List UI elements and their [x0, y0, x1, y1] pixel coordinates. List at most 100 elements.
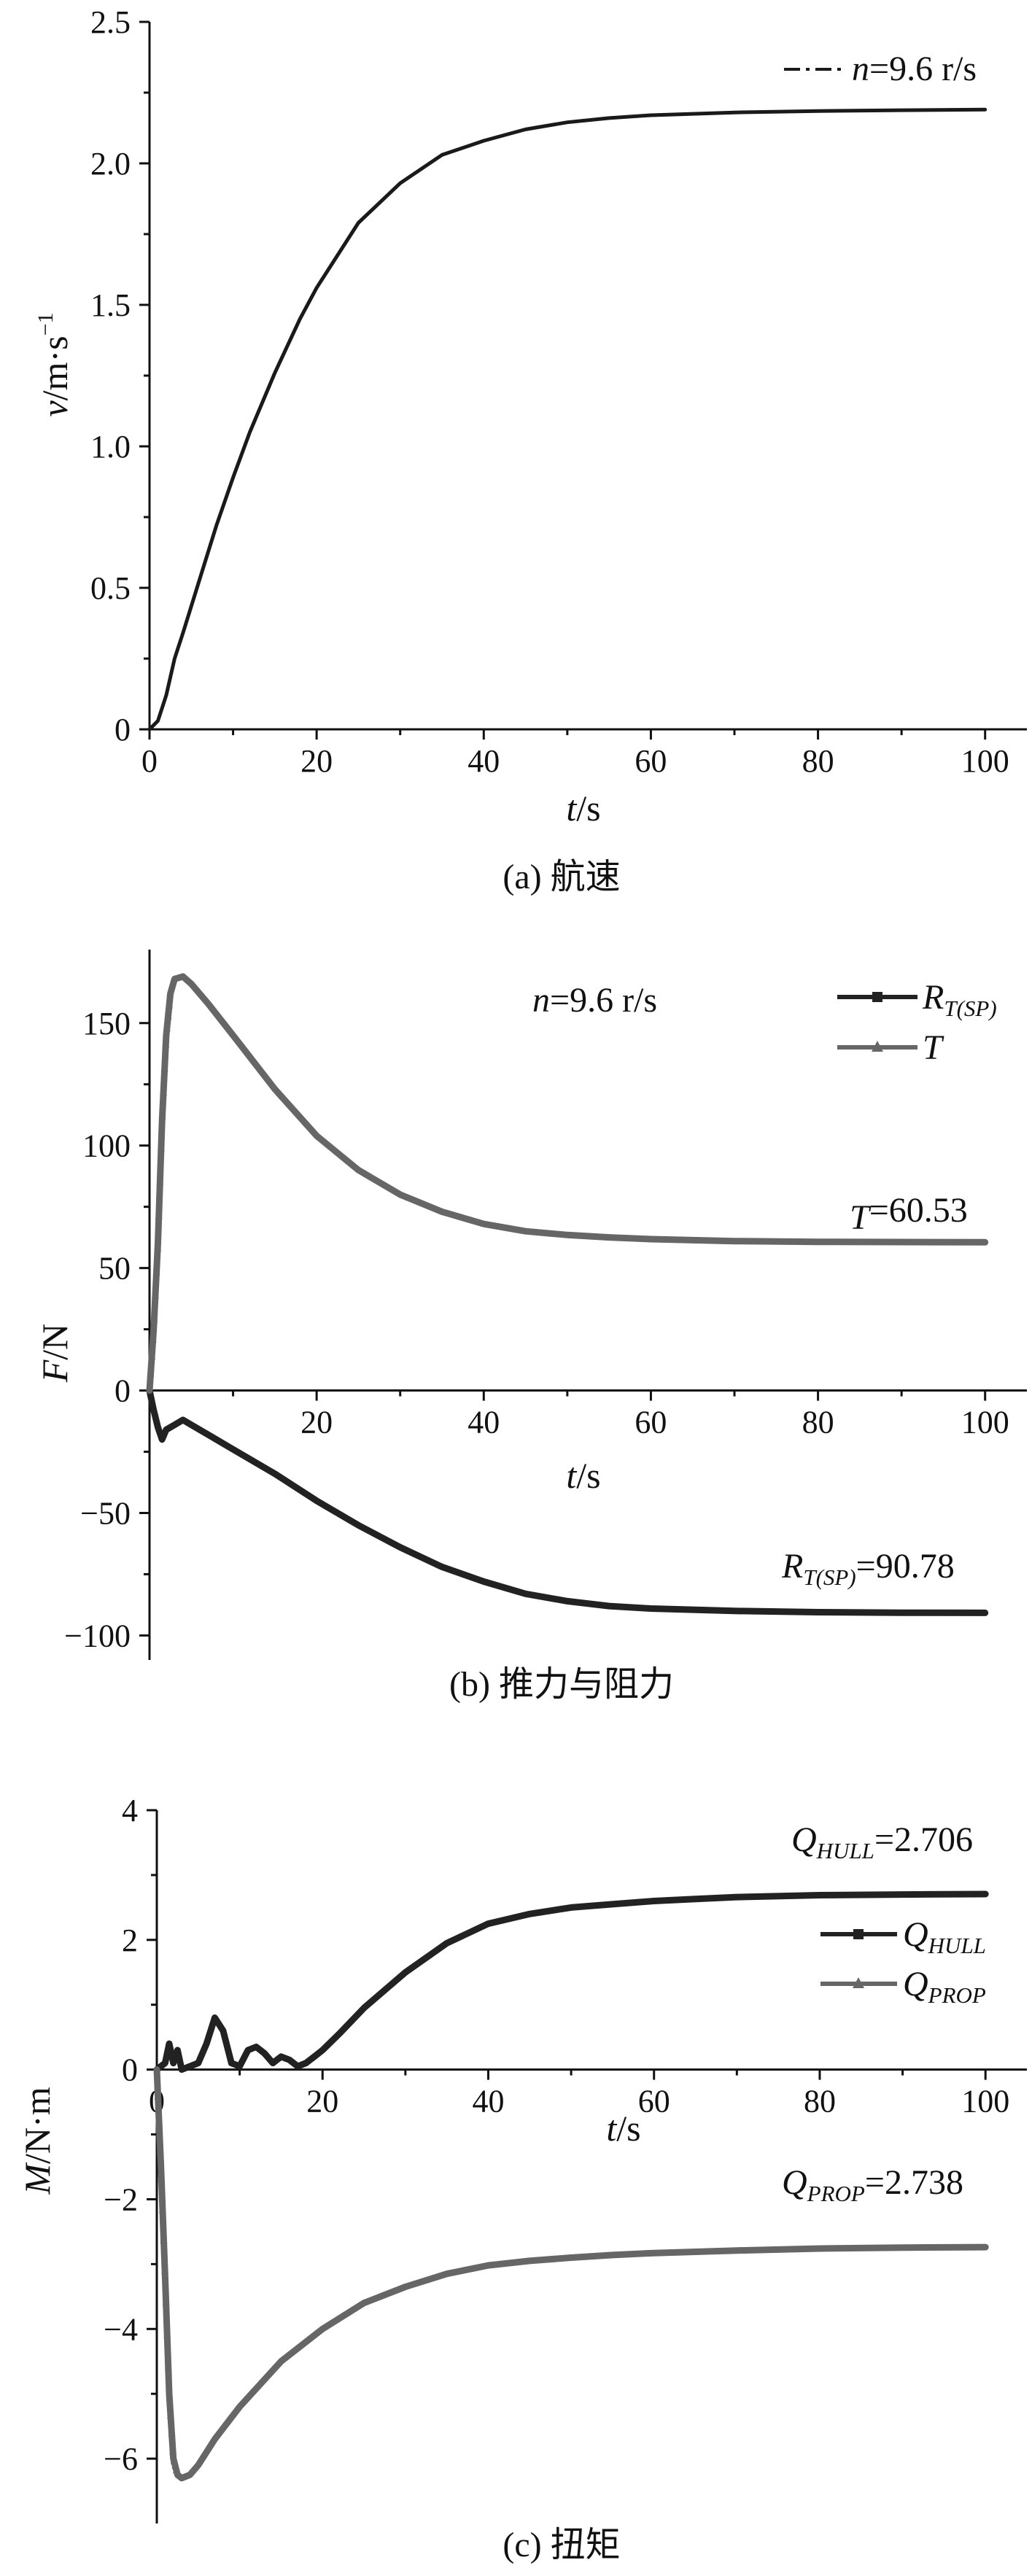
value-label-thrust: T=60.53 — [850, 1191, 968, 1237]
series-line-q-hull — [153, 1890, 989, 2073]
series-marker-triangle — [163, 1024, 171, 1032]
series-marker-triangle — [162, 1040, 170, 1048]
y-tick-label: 2.0 — [90, 146, 131, 182]
x-tick-label: 80 — [802, 743, 834, 779]
series-marker-triangle — [160, 2235, 168, 2243]
x-axis-label: t/s — [566, 788, 600, 829]
series-marker-triangle — [158, 1112, 166, 1120]
legend-marker-square — [872, 992, 882, 1002]
value-label-hull: QHULL=2.706 — [791, 1820, 973, 1863]
series-group — [147, 107, 988, 732]
legend-label-prop: QPROP — [903, 1965, 986, 2008]
series-marker-triangle — [158, 2205, 166, 2213]
legend: QHULL QPROP — [820, 1915, 986, 2008]
value-label-prop: QPROP=2.738 — [782, 2163, 963, 2206]
y-tick-label: 4 — [122, 1793, 138, 1828]
series-marker-triangle — [157, 1144, 165, 1152]
y-axis-label: M/N·m — [17, 2087, 58, 2195]
legend-entry-hull: QHULL — [820, 1915, 986, 1958]
y-tick-label: 2 — [122, 1923, 138, 1958]
x-tick-label: 80 — [804, 2084, 836, 2119]
series-line-r-t-sp — [146, 1387, 989, 1616]
series-marker-triangle — [160, 1087, 168, 1095]
y-tick-label: −100 — [64, 1618, 131, 1653]
caption-a: (a) 航速 — [503, 858, 620, 896]
y-tick-label: −4 — [104, 2311, 138, 2347]
legend-label-t: T — [923, 1028, 944, 1067]
series-marker-triangle — [170, 2456, 178, 2464]
y-axis-label: F/N — [34, 1324, 75, 1384]
y-tick-label: 0 — [115, 1373, 131, 1409]
legend: n=9.6 r/s — [784, 50, 977, 88]
series-marker-triangle — [152, 1268, 160, 1276]
series-line-n-9-6-r-s — [147, 107, 988, 732]
series-marker-triangle — [155, 2119, 163, 2127]
series-marker-triangle — [172, 2466, 180, 2474]
series-marker-triangle — [166, 2393, 174, 2401]
x-tick-label: 80 — [802, 1405, 834, 1440]
series-marker-triangle — [155, 1211, 163, 1219]
x-tick-label: 20 — [300, 1405, 333, 1440]
x-tick-label: 100 — [961, 743, 1009, 779]
x-tick-label: 40 — [467, 743, 500, 779]
x-tick-label: 100 — [961, 1405, 1009, 1440]
axes-frame — [148, 22, 1027, 731]
series-marker-triangle — [171, 2461, 179, 2469]
series-marker-triangle — [168, 2429, 176, 2437]
x-axis-label: t/s — [566, 1455, 600, 1496]
legend-entry-t: T — [837, 1028, 944, 1067]
x-tick-label: 40 — [467, 1405, 500, 1440]
caption-b: (b) 推力与阻力 — [449, 1665, 674, 1704]
y-tick-label: 150 — [82, 1006, 131, 1041]
legend-label: n=9.6 r/s — [852, 50, 977, 88]
y-axis-label: v/m·s−1 — [34, 312, 75, 416]
series-marker-triangle — [162, 2298, 170, 2306]
chart-panel-thrust-resistance: 20 40 60 80 100 −100 −50 0 50 100 150 F/N t/s n=9.… — [34, 950, 1027, 1704]
value-label-resistance: RT(SP)=90.78 — [781, 1547, 955, 1590]
legend-marker-triangle — [872, 1041, 883, 1052]
x-tick-label: 60 — [635, 743, 667, 779]
tick-group: 0 20 40 60 80 100 0 0.5 1.0 1.5 2.0 2.5 — [90, 4, 1009, 779]
legend: RT(SP) T — [837, 978, 997, 1067]
series-marker-triangle — [164, 2363, 172, 2371]
x-axis-label: t/s — [606, 2108, 640, 2149]
series-marker-triangle — [151, 1291, 159, 1299]
x-tick-label: 20 — [306, 2084, 338, 2119]
series-line-t — [146, 973, 989, 1394]
series-marker-triangle — [154, 2092, 162, 2100]
y-tick-label: −2 — [104, 2181, 138, 2217]
y-tick-label: 1.5 — [90, 287, 131, 323]
y-tick-label: 1.0 — [90, 429, 131, 465]
series-marker-triangle — [160, 1064, 168, 1072]
series-marker-triangle — [161, 2266, 169, 2274]
series-marker-triangle — [150, 1315, 158, 1323]
legend-entry-prop: QPROP — [820, 1965, 986, 2008]
tick-group: 20 40 60 80 100 −100 −50 0 50 100 150 — [64, 1006, 1009, 1654]
series-marker-triangle — [158, 2174, 166, 2182]
legend-marker-triangle — [853, 1977, 864, 1988]
annotation-speed: n=9.6 r/s — [532, 981, 657, 1020]
axes-frame — [155, 1810, 1027, 2523]
x-tick-label: 0 — [141, 743, 158, 779]
y-tick-label: −6 — [104, 2441, 138, 2477]
legend-entry-r: RT(SP) — [837, 978, 997, 1021]
series-marker-triangle — [156, 1178, 164, 1186]
y-tick-label: 0.5 — [90, 570, 131, 606]
series-marker-triangle — [156, 2146, 164, 2154]
series-marker-triangle — [154, 1244, 162, 1252]
series-marker-triangle — [164, 1012, 172, 1020]
series-group — [146, 973, 989, 1616]
x-tick-label: 100 — [961, 2084, 1009, 2119]
y-tick-label: 0 — [115, 712, 131, 748]
series-marker-triangle — [166, 1001, 174, 1009]
caption-c: (c) 扭矩 — [503, 2526, 620, 2564]
y-tick-label: −50 — [80, 1495, 131, 1531]
legend-marker-square — [853, 1929, 864, 1939]
series-marker-triangle — [163, 2331, 171, 2339]
y-tick-label: 2.5 — [90, 4, 131, 40]
y-tick-label: 50 — [98, 1251, 131, 1287]
x-tick-label: 60 — [635, 1405, 667, 1440]
legend-label-r: RT(SP) — [922, 978, 997, 1021]
